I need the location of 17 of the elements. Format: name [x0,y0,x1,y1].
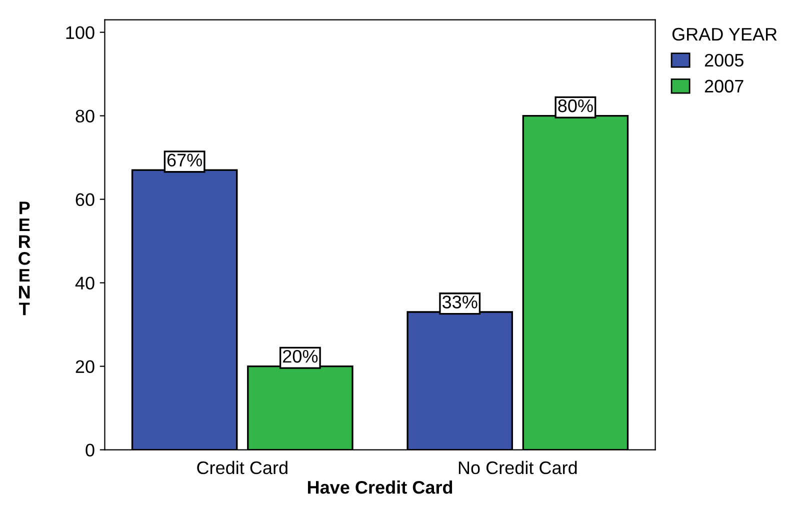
x-axis-title: Have Credit Card [308,480,452,494]
y-tick-label: 100 [66,26,94,40]
legend-label: 2007 [704,80,744,93]
data-label: 67% [167,154,202,166]
y-tick-label: 0 [86,444,94,457]
y-tick-label: 40 [75,276,94,290]
data-label: 33% [442,296,478,308]
data-label: 80% [558,99,593,112]
data-label: 20% [283,350,318,363]
y-axis-title: PERCENT [18,202,31,316]
legend-label: 2005 [704,54,744,67]
y-tick-label: 60 [76,193,94,206]
y-tick-label: 80 [76,110,94,123]
y-tick-label: 20 [76,360,94,374]
x-tick-label: No Credit Card [458,460,577,474]
legend-title: GRAD YEAR [672,28,777,41]
x-tick-label: Credit Card [197,460,288,474]
